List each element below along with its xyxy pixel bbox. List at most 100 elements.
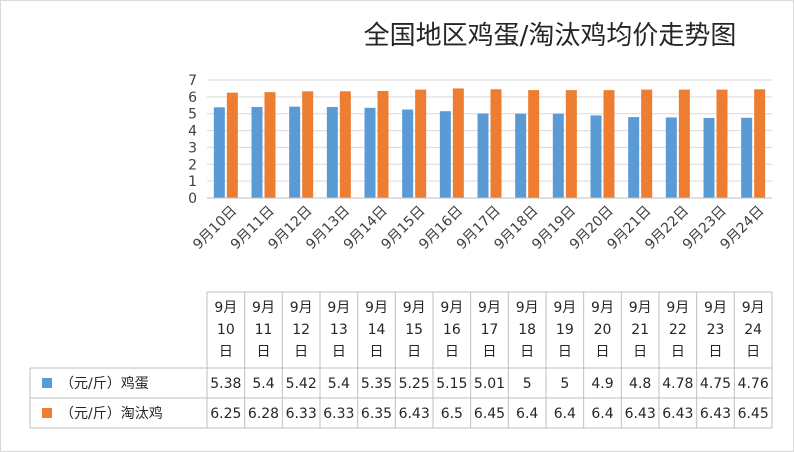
y-tick-label: 6 [188,90,197,106]
table-header-cell: 日 [332,344,346,360]
table-value-cell: 5.35 [361,376,392,392]
bar-egg [552,113,564,198]
table-value-cell: 5.25 [399,376,430,392]
table-header-cell: 19 [556,322,574,338]
y-tick-label: 7 [188,73,197,89]
table-value-cell: 6.43 [662,406,693,422]
table-value-cell: 5.42 [286,376,317,392]
bar-egg [703,117,715,198]
table-value-cell: 6.28 [248,406,279,422]
bar-hen [377,90,389,198]
table-header-cell: 12 [292,322,310,338]
table-header-cell: 9月 [742,300,765,316]
table-header-cell: 9月 [591,300,614,316]
table-header-cell: 9月 [403,300,426,316]
table-header-cell: 日 [671,344,685,360]
table-header-cell: 日 [709,344,723,360]
legend-label-hen: （元/斤）淘汰鸡 [60,405,163,422]
table-header-cell: 9月 [214,300,237,316]
bars [213,88,766,198]
table-header-cell: 9月 [327,300,350,316]
table-value-cell: 5.4 [328,376,350,392]
table-value-cell: 4.75 [700,376,731,392]
table-header-cell: 22 [669,322,687,338]
table-header-cell: 日 [294,344,308,360]
table-header-cell: 日 [257,344,271,360]
bar-egg [628,117,640,198]
table-header-cell: 9月 [516,300,539,316]
table-value-cell: 6.45 [474,406,505,422]
bar-egg [741,117,753,198]
chart-title: 全国地区鸡蛋/淘汰鸡均价走势图 [364,21,737,51]
table-header-cell: 14 [368,322,386,338]
table-value-cell: 5.01 [474,376,505,392]
table-header-cell: 24 [744,322,762,338]
bar-egg [590,115,602,198]
bar-egg [289,106,301,198]
table-header-cell: 日 [633,344,647,360]
x-axis: 9月10日9月11日9月12日9月13日9月14日9月15日9月16日9月17日… [190,197,772,253]
y-tick-label: 3 [188,140,197,156]
bar-hen [528,90,540,198]
bar-hen [264,92,276,198]
legend-key-hen [42,408,52,418]
bar-hen [339,91,351,198]
bar-egg [251,106,263,198]
legend-label-egg: （元/斤）鸡蛋 [60,375,149,392]
table-value-cell: 6.4 [554,406,576,422]
table-value-cell: 4.8 [629,376,651,392]
y-tick-label: 4 [188,124,197,140]
bar-egg [477,113,489,198]
table-header-cell: 日 [596,344,610,360]
bar-hen [678,89,690,198]
table-header-cell: 日 [558,344,572,360]
legend-key-egg [42,378,52,388]
table-value-cell: 6.43 [625,406,656,422]
y-tick-label: 5 [188,107,197,123]
table-header-cell: 10 [217,322,235,338]
table-value-cell: 6.4 [591,406,613,422]
bar-hen [302,91,314,198]
table-header-cell: 日 [219,344,233,360]
table-header-cell: 11 [255,322,273,338]
table-header-cell: 15 [405,322,423,338]
table-value-cell: 6.45 [738,406,769,422]
table-header-cell: 9月 [666,300,689,316]
table-header-cell: 13 [330,322,348,338]
table-header-cell: 9月 [290,300,313,316]
bar-egg [364,107,376,198]
table-header-cell: 9月 [440,300,463,316]
bar-hen [603,90,615,198]
table-value-cell: 5.38 [210,376,241,392]
table-header-cell: 日 [746,344,760,360]
table-header-cell: 18 [518,322,536,338]
bar-egg [402,109,414,198]
table-header-cell: 21 [631,322,649,338]
table-header-cell: 23 [707,322,725,338]
table-value-cell: 6.43 [399,406,430,422]
table-value-cell: 6.33 [323,406,354,422]
table-header-cell: 日 [483,344,497,360]
table-value-cell: 6.4 [516,406,538,422]
table-header-cell: 日 [407,344,421,360]
table-value-cell: 6.25 [210,406,241,422]
table-header-cell: 9月 [478,300,501,316]
y-tick-label: 0 [188,191,197,207]
bar-hen [754,89,766,198]
bar-hen [716,89,728,198]
table-header-cell: 17 [481,322,499,338]
table-header-cell: 9月 [704,300,727,316]
y-tick-label: 1 [188,174,197,190]
bar-hen [490,89,502,198]
bar-hen [452,88,464,198]
table-value-cell: 5.15 [436,376,467,392]
table-value-cell: 6.43 [700,406,731,422]
bar-hen [641,89,653,198]
table-header-cell: 日 [370,344,384,360]
table-value-cell: 4.78 [662,376,693,392]
table-header-cell: 日 [520,344,534,360]
bar-hen [565,90,577,198]
